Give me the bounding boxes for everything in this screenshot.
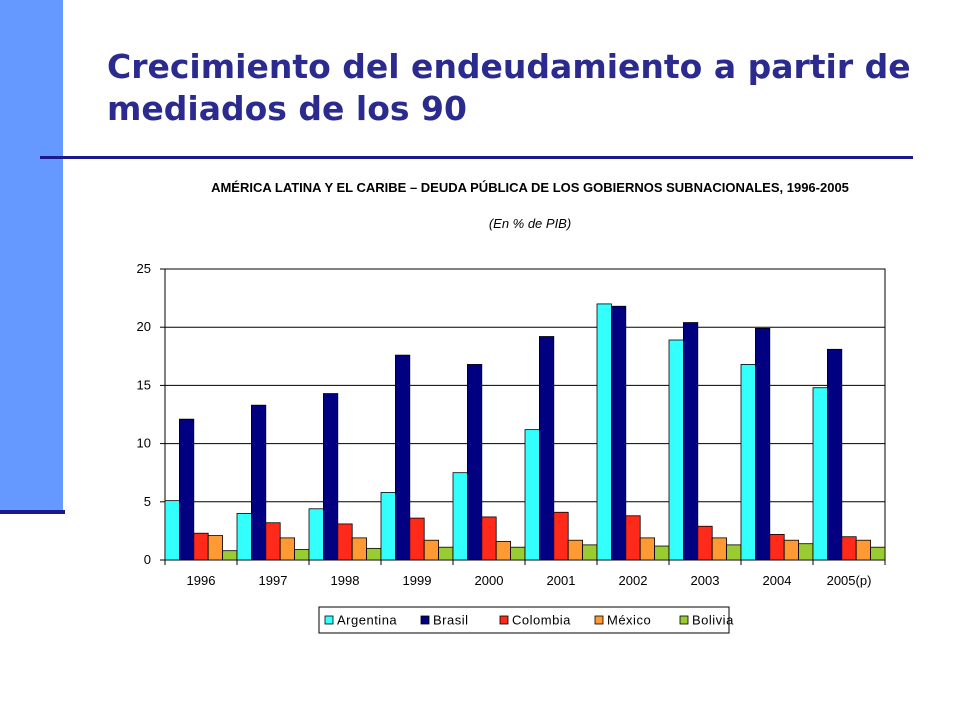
bar-colombia-5 (553, 511, 569, 561)
bar-mxico-2 (351, 537, 368, 561)
bar-colombia-2 (337, 523, 353, 561)
bar-brasil-8 (755, 327, 771, 561)
bar-bolivia-3 (438, 546, 454, 561)
bar-mxico-0 (207, 535, 223, 561)
y-tick-label: 10 (137, 436, 151, 451)
bar-colombia-9 (841, 536, 857, 561)
x-tick-label: 2004 (763, 573, 792, 588)
bar-brasil-7 (683, 322, 699, 561)
bar-mxico-4 (495, 540, 512, 561)
bar-argentina-5 (524, 429, 540, 561)
x-tick-label: 2002 (619, 573, 648, 588)
bar-brasil-3 (394, 354, 411, 561)
x-tick-label: 1996 (187, 573, 216, 588)
chart-title: AMÉRICA LATINA Y EL CARIBE – DEUDA PÚBLI… (211, 180, 849, 195)
bar-argentina-4 (452, 472, 468, 561)
bar-mxico-6 (639, 537, 656, 561)
bar-brasil-4 (466, 364, 483, 561)
y-tick-label: 0 (144, 552, 151, 567)
y-tick-label: 20 (137, 319, 151, 334)
slide-title: Crecimiento del endeudamiento a partir d… (107, 47, 911, 128)
bar-mxico-9 (855, 539, 872, 561)
bar-bolivia-0 (222, 550, 238, 561)
x-tick-label: 1998 (331, 573, 360, 588)
axes: 0 5 10 15 20 25 1996 1997 1998 1999 2000 2001 2002 20… (137, 261, 886, 588)
x-tick-label: 1999 (403, 573, 432, 588)
bar-bolivia-2 (366, 547, 382, 561)
y-tick-label: 25 (137, 261, 151, 276)
x-tick-label: 2003 (691, 573, 720, 588)
x-tick-label: 2005(p) (827, 573, 872, 588)
bar-bolivia-8 (798, 543, 814, 561)
left-accent-bar (0, 0, 63, 510)
bar-argentina-7 (668, 339, 684, 561)
legend-swatch (420, 615, 430, 625)
y-tick-label: 15 (137, 377, 151, 392)
legend-label: México (607, 613, 651, 628)
legend-swatch (324, 615, 334, 625)
bar-colombia-1 (265, 522, 281, 561)
bar-colombia-4 (481, 516, 497, 561)
x-tick-label: 2000 (475, 573, 504, 588)
bar-brasil-0 (178, 418, 195, 561)
bar-argentina-3 (380, 492, 396, 561)
bar-brasil-1 (250, 404, 267, 561)
bar-brasil-9 (827, 348, 843, 561)
bars (164, 303, 886, 561)
bar-bolivia-1 (294, 549, 310, 561)
title-divider (40, 156, 913, 159)
bar-brasil-6 (611, 305, 627, 561)
bar-argentina-8 (740, 364, 756, 561)
bar-colombia-8 (769, 533, 785, 561)
bar-argentina-9 (812, 387, 828, 561)
bar-mxico-5 (567, 539, 584, 561)
y-tick-label: 5 (144, 494, 151, 509)
x-tick-label: 2001 (547, 573, 576, 588)
legend-swatch (679, 615, 689, 625)
bar-brasil-2 (322, 393, 339, 561)
bar-colombia-6 (625, 515, 641, 561)
bar-argentina-0 (164, 500, 180, 561)
bar-colombia-3 (409, 517, 425, 561)
bar-argentina-1 (236, 513, 252, 561)
bar-bolivia-7 (726, 544, 742, 561)
legend-label: Bolivia (692, 613, 734, 628)
legend-label: Colombia (512, 613, 571, 628)
bar-mxico-1 (279, 537, 296, 561)
legend-label: Brasil (433, 613, 469, 628)
bar-mxico-8 (783, 539, 800, 561)
bar-argentina-2 (308, 508, 324, 561)
legend-box (318, 606, 730, 634)
x-tick-label: 1997 (259, 573, 288, 588)
chart-subtitle: (En % de PIB) (488, 216, 572, 231)
bar-mxico-3 (423, 539, 440, 561)
bar-colombia-7 (697, 525, 713, 561)
legend-swatch (594, 615, 604, 625)
legend-swatch (499, 615, 509, 625)
bar-bolivia-9 (870, 546, 886, 561)
legend-label: Argentina (337, 613, 397, 628)
bar-bolivia-5 (582, 544, 598, 561)
bar-argentina-6 (596, 303, 612, 561)
left-accent-underline (0, 510, 65, 514)
bar-bolivia-6 (654, 545, 670, 561)
bar-bolivia-4 (510, 546, 526, 561)
legend: Argentina Brasil Colombia México Bolivia (318, 606, 734, 634)
bar-mxico-7 (711, 537, 728, 561)
bar-colombia-0 (193, 532, 209, 561)
bar-brasil-5 (539, 336, 555, 561)
